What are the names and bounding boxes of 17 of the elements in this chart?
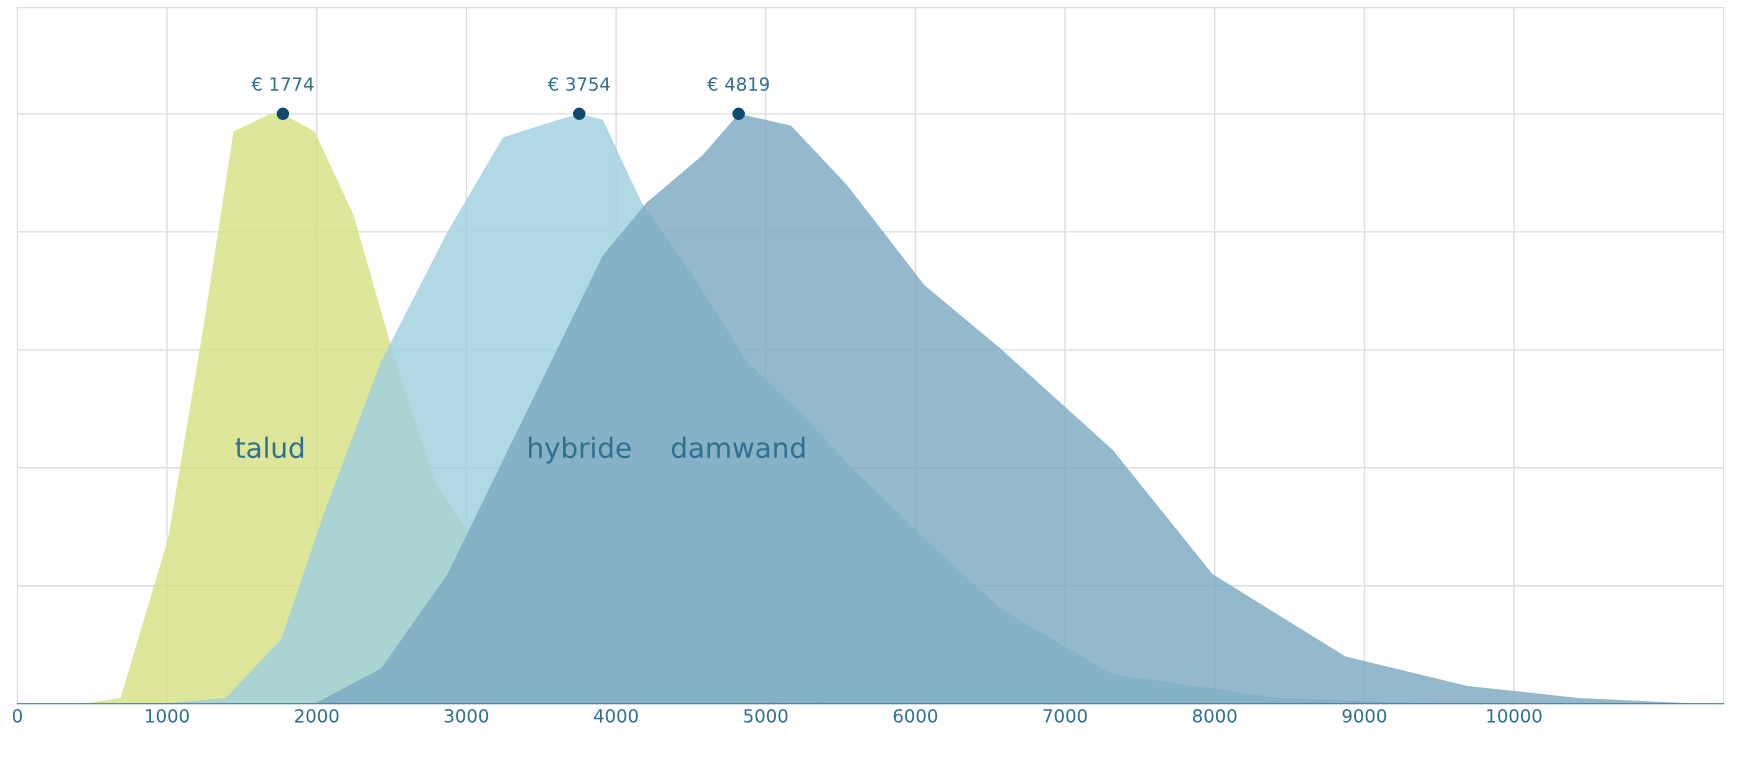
annotation: € 1774 <box>251 77 314 91</box>
x-tick-label: 5000 <box>744 708 788 723</box>
x-tick-label: 1000 <box>146 708 189 723</box>
x-tick-label: 7000 <box>1043 708 1087 723</box>
series-label: talud <box>235 436 304 459</box>
x-tick-label: 6000 <box>893 708 938 723</box>
series-label: hybride <box>529 436 631 464</box>
x-tick-label: 2000 <box>295 708 339 723</box>
series-label: damwand <box>671 436 805 459</box>
x-tick-label: 0 <box>12 708 22 723</box>
x-tick-label: 8000 <box>1192 708 1237 723</box>
x-tick-label: 10000 <box>1487 708 1542 723</box>
annotation: € 3754 <box>547 77 610 91</box>
annotation: € 4819 <box>707 77 769 91</box>
x-tick-label: 3000 <box>444 708 489 723</box>
x-tick-label: 9000 <box>1342 708 1387 723</box>
x-tick-label: 4000 <box>593 708 638 723</box>
